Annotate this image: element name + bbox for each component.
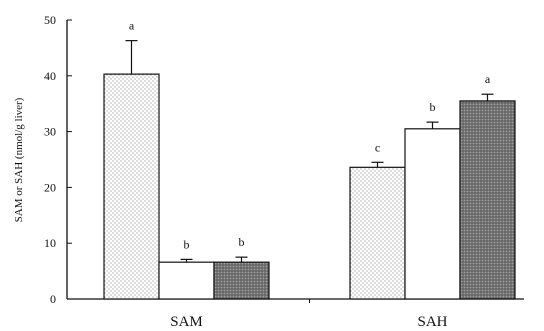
bar: [459, 100, 516, 300]
plot-area: 0 10 20 30 40 50 a b b SAM c b a SAH: [44, 13, 524, 330]
significance-letter: a: [485, 72, 491, 86]
significance-letter: c: [375, 140, 380, 154]
x-tick-label: SAH: [417, 314, 447, 330]
bar: [213, 261, 270, 300]
significance-letter: a: [129, 19, 135, 33]
significance-letter: b: [184, 237, 190, 251]
x-tick-label: SAM: [170, 314, 203, 330]
significance-letter: b: [239, 235, 245, 249]
significance-letter: b: [430, 100, 436, 114]
y-tick-label: 10: [44, 236, 56, 250]
bar: [103, 73, 160, 300]
y-tick-label: 30: [44, 125, 56, 139]
bar: [349, 166, 406, 300]
y-axis-label: SAM or SAH (nmol/g liver): [13, 97, 25, 222]
y-tick-label: 20: [44, 180, 56, 194]
bar: [404, 128, 461, 300]
bar: [158, 261, 215, 300]
y-tick-label: 0: [50, 292, 56, 306]
y-tick-label: 40: [44, 69, 56, 83]
y-tick-label: 50: [44, 13, 56, 27]
